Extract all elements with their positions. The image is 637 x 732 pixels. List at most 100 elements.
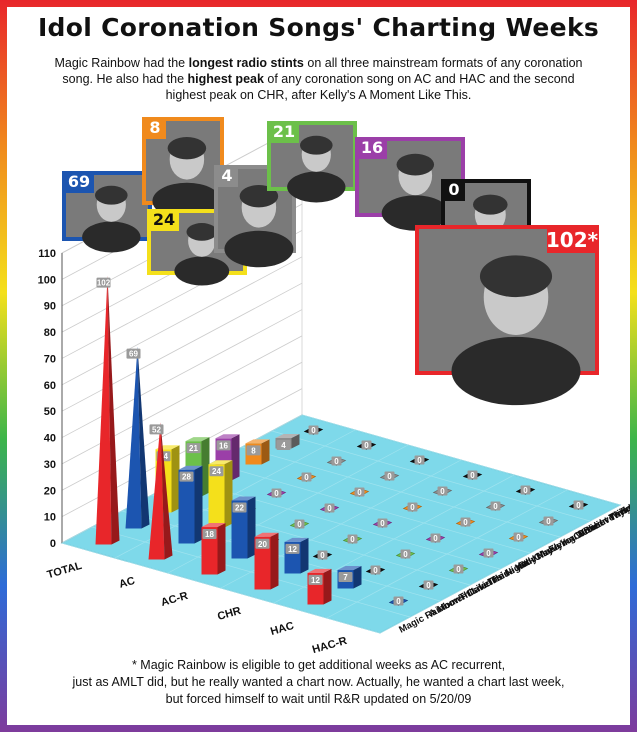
bar: 24 xyxy=(208,460,233,528)
bar: 0 xyxy=(508,532,529,542)
value-label: 102 xyxy=(97,279,111,288)
footnote: * Magic Rainbow is eligible to get addit… xyxy=(27,657,610,708)
value-label: 69 xyxy=(129,350,138,359)
bar: 0 xyxy=(425,533,446,543)
photo-number: 8 xyxy=(149,118,160,137)
bar-top xyxy=(254,532,279,537)
bar-front xyxy=(254,536,271,590)
value-label: 0 xyxy=(523,486,528,495)
number-tab xyxy=(443,179,465,201)
photo-shoulders xyxy=(287,171,346,203)
floor-line xyxy=(301,414,621,506)
bar: 28 xyxy=(178,465,203,544)
bar: 69 xyxy=(125,346,150,529)
bar-chart-3d: 0102030405060708090100110000000400000800… xyxy=(38,117,630,656)
value-box xyxy=(186,443,201,454)
floor-line xyxy=(151,494,471,586)
photo-shoulders xyxy=(174,256,230,286)
bar-top xyxy=(215,434,240,439)
bar-front xyxy=(178,469,195,544)
value-label: 24 xyxy=(159,452,168,461)
value-label: 0 xyxy=(516,533,521,542)
value-box xyxy=(354,487,365,497)
value-box xyxy=(271,488,282,498)
value-box xyxy=(285,543,300,554)
bar: 0 xyxy=(372,518,393,528)
bar: 12 xyxy=(307,568,332,605)
y-tick-label: 110 xyxy=(38,248,56,260)
value-box xyxy=(149,424,164,435)
value-box xyxy=(393,596,404,606)
bar-side xyxy=(224,460,233,528)
value-label: 0 xyxy=(493,502,498,511)
value-box xyxy=(361,440,372,450)
bar: 0 xyxy=(409,455,430,465)
value-label: 0 xyxy=(327,504,332,513)
value-label: 0 xyxy=(433,534,438,543)
value-box xyxy=(301,472,312,482)
y-tick-label: 20 xyxy=(44,485,56,497)
value-label: 0 xyxy=(546,517,551,526)
bar: 0 xyxy=(402,502,423,512)
value-label: 0 xyxy=(576,501,581,510)
photo-number: 16 xyxy=(361,138,383,157)
value-label: 0 xyxy=(387,472,392,481)
value-label: 0 xyxy=(311,426,316,435)
value-label: 0 xyxy=(403,550,408,559)
bar-side xyxy=(353,566,362,589)
value-box xyxy=(276,439,291,450)
value-label: 0 xyxy=(470,471,475,480)
number-tab xyxy=(547,225,597,253)
value-label: 0 xyxy=(456,565,461,574)
value-label: 0 xyxy=(320,551,325,560)
footnote-line-1: * Magic Rainbow is eligible to get addit… xyxy=(131,658,506,672)
bar: 0 xyxy=(326,456,347,466)
category-label: HAC xyxy=(269,620,295,638)
bar-top xyxy=(307,568,332,573)
bar: 0 xyxy=(289,519,310,529)
bar: 0 xyxy=(538,516,559,526)
category-label: HAC-R xyxy=(311,635,348,656)
bar-top xyxy=(185,437,210,442)
value-box xyxy=(370,565,381,575)
photo-hair xyxy=(479,255,553,298)
bar: 0 xyxy=(365,565,386,575)
floor-line xyxy=(121,510,441,602)
value-label: 0 xyxy=(396,597,401,606)
bar-front xyxy=(231,500,248,559)
bar: 0 xyxy=(478,548,499,558)
bar-top xyxy=(201,523,226,527)
bar-top xyxy=(337,566,362,570)
value-box xyxy=(126,348,141,359)
photo-number: 24 xyxy=(153,210,175,229)
value-label: 0 xyxy=(410,503,415,512)
value-box xyxy=(384,471,395,481)
category-label: AC-R xyxy=(160,590,190,609)
photo: 21 xyxy=(267,121,357,203)
bar: 22 xyxy=(231,496,256,559)
floor-line xyxy=(241,446,561,538)
bar: 0 xyxy=(568,500,589,510)
bar: 0 xyxy=(303,425,324,435)
bar-side xyxy=(107,275,120,545)
poster: Idol Coronation Songs' Charting Weeks Ma… xyxy=(7,7,630,725)
value-label: 0 xyxy=(380,519,385,528)
floor-grid xyxy=(61,414,621,634)
bars: 0000004000008000001600000210000024240000… xyxy=(95,275,589,606)
number-tab xyxy=(216,165,238,187)
bar-side xyxy=(201,437,210,497)
photo-shoulders xyxy=(82,221,141,253)
footnote-line-2: just as AMLT did, but he really wanted a… xyxy=(72,675,565,689)
value-label: 0 xyxy=(304,473,309,482)
photo-hair xyxy=(94,185,128,205)
bar: 8 xyxy=(245,439,270,465)
value-label: 0 xyxy=(297,520,302,529)
bar: 0 xyxy=(356,440,377,450)
photo-number: 102* xyxy=(546,228,599,252)
value-box xyxy=(543,516,554,526)
y-tick-label: 10 xyxy=(44,512,56,524)
bar: 0 xyxy=(349,487,370,497)
value-label: 0 xyxy=(274,489,279,498)
bar-side xyxy=(171,445,180,513)
value-label: 4 xyxy=(281,441,286,450)
